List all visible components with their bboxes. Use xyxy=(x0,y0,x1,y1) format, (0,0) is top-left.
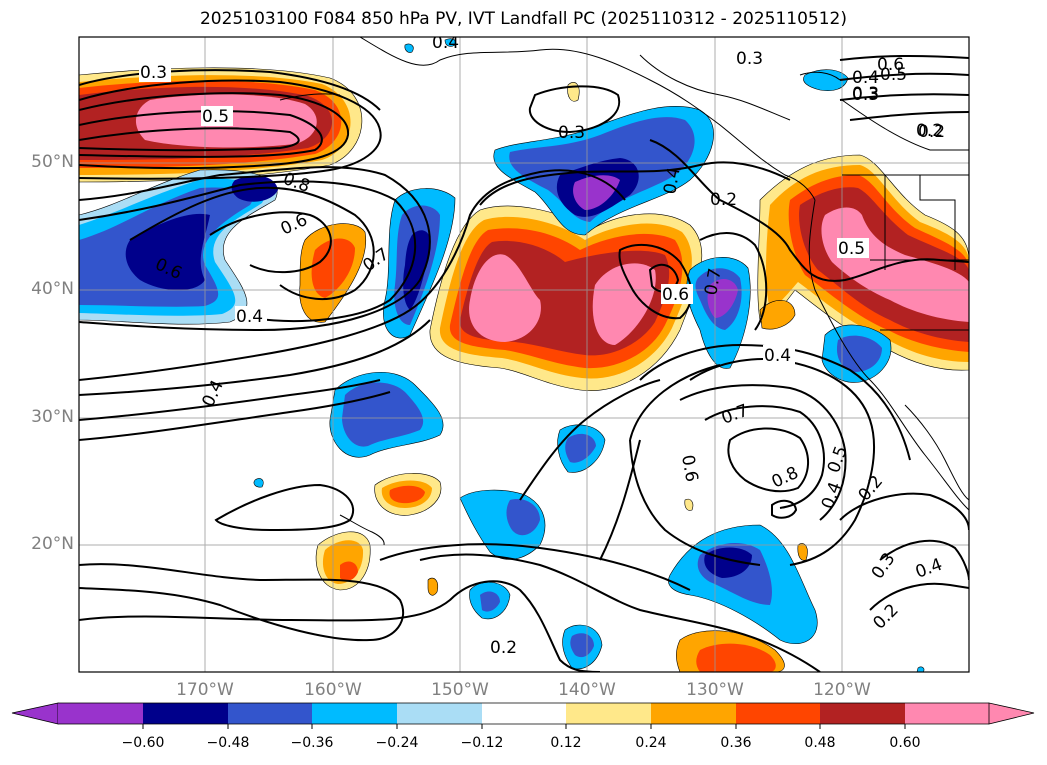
colorbar-min-arrow xyxy=(11,702,59,725)
colorbar-bin xyxy=(736,703,820,724)
pv-shading xyxy=(79,38,969,672)
contour-label: 0.5 xyxy=(838,239,865,259)
contour-label: 0.2 xyxy=(490,638,517,658)
colorbar-bin xyxy=(820,703,905,724)
colorbar-bin xyxy=(905,703,989,724)
contour-label: 0.2 xyxy=(710,190,737,210)
map-frame xyxy=(78,36,970,673)
colorbar-bin xyxy=(651,703,736,724)
map-title: 2025103100 F084 850 hPa PV, IVT Landfall… xyxy=(199,9,847,29)
contour-label: 0.2 xyxy=(916,121,943,141)
contour-label: 0.3 xyxy=(140,63,167,83)
colorbar-tick-label: −0.24 xyxy=(375,735,419,751)
contour-label: 0.4 xyxy=(764,346,791,366)
colorbar-tick-label: 0.12 xyxy=(550,735,582,751)
lon-label: 160°W xyxy=(304,680,362,700)
colorbar-tick-label: −0.48 xyxy=(206,735,250,751)
contour-label: 0.3 xyxy=(852,84,879,104)
colorbar-bin xyxy=(143,703,228,724)
lat-label: 20°N xyxy=(31,534,74,554)
contour-label: 0.3 xyxy=(558,123,585,143)
colorbar-tick-label: −0.36 xyxy=(290,735,334,751)
graticule xyxy=(79,37,969,672)
contour-label: 0.5 xyxy=(202,107,229,127)
colorbar-tick-label: −0.12 xyxy=(460,735,504,751)
lat-label: 50°N xyxy=(31,152,74,172)
contour-label: 0.5 xyxy=(880,65,907,85)
colorbar-tick-label: 0.24 xyxy=(635,735,667,751)
contour-label: 0.6 xyxy=(877,55,904,75)
lon-label: 170°W xyxy=(176,680,234,700)
contour-label: 0.4 xyxy=(660,166,684,196)
contour-label: 0.6 xyxy=(677,453,701,483)
ivt-contours xyxy=(79,54,969,672)
contour-label: 0.3 xyxy=(736,49,763,69)
lat-label: 30°N xyxy=(31,407,74,427)
lon-label: 140°W xyxy=(558,680,616,700)
colorbar-max-arrow xyxy=(988,702,1035,725)
contour-label: 0.2 xyxy=(918,122,945,142)
lon-label: 130°W xyxy=(686,680,744,700)
colorbar-tick-label: 0.36 xyxy=(720,735,752,751)
colorbar-bin xyxy=(566,703,651,724)
colorbar-bin xyxy=(228,703,312,724)
lat-label: 40°N xyxy=(31,279,74,299)
colorbar-tick-label: −0.60 xyxy=(121,735,165,751)
colorbar-bin xyxy=(58,703,143,724)
colorbar-tick-label: 0.48 xyxy=(804,735,836,751)
colorbar-tick-label: 0.60 xyxy=(889,735,921,751)
contour-label: 0.3 xyxy=(852,85,879,105)
colorbar-bin xyxy=(397,703,482,724)
contour-label: 0.4 xyxy=(236,307,263,327)
contour-label: 0.6 xyxy=(662,285,689,305)
lon-label: 120°W xyxy=(813,680,871,700)
lon-label: 150°W xyxy=(431,680,489,700)
contour-label: 0.4 xyxy=(432,33,459,53)
colorbar-bin xyxy=(482,703,566,724)
contour-label: 0.4 xyxy=(852,68,879,88)
colorbar-bin xyxy=(312,703,397,724)
contour-label: 0.7 xyxy=(701,267,725,297)
